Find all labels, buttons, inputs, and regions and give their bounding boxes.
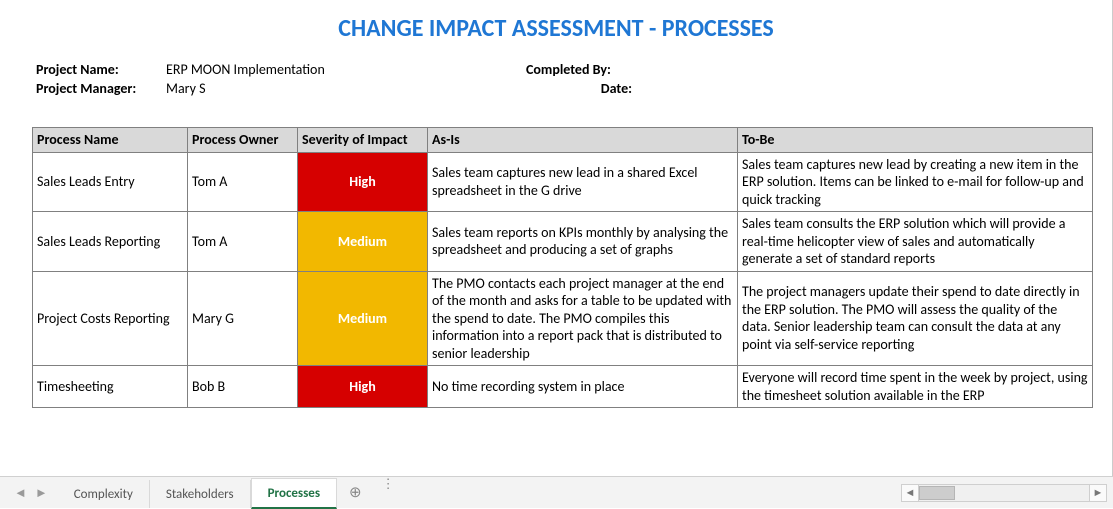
col-process-owner[interactable]: Process Owner xyxy=(188,128,298,153)
cell-severity[interactable]: High xyxy=(298,152,428,212)
project-name-value: ERP MOON Implementation xyxy=(166,61,526,78)
cell-asis[interactable]: No time recording system in place xyxy=(428,366,738,408)
tab-nav-prev-icon[interactable]: ◄ xyxy=(14,485,27,501)
cell-owner[interactable]: Mary G xyxy=(188,271,298,366)
worksheet-area: CHANGE IMPACT ASSESSMENT - PROCESSES Pro… xyxy=(0,0,1113,476)
page-title: CHANGE IMPACT ASSESSMENT - PROCESSES xyxy=(20,4,1092,61)
cell-tobe[interactable]: Sales team consults the ERP solution whi… xyxy=(738,212,1093,272)
cell-asis[interactable]: Sales team reports on KPIs monthly by an… xyxy=(428,212,738,272)
sheet-tabs: Complexity Stakeholders Processes ⊕ xyxy=(58,477,374,508)
cell-owner[interactable]: Bob B xyxy=(188,366,298,408)
cell-owner[interactable]: Tom A xyxy=(188,152,298,212)
tab-processes[interactable]: Processes xyxy=(251,478,337,509)
table-body: Sales Leads Entry Tom A High Sales team … xyxy=(33,152,1093,408)
impact-table: Process Name Process Owner Severity of I… xyxy=(32,127,1093,408)
completed-by-label: Completed By: xyxy=(526,61,666,78)
scroll-track[interactable] xyxy=(919,484,1089,502)
scroll-thumb[interactable] xyxy=(919,486,955,500)
scroll-left-icon[interactable]: ◄ xyxy=(901,484,919,502)
col-as-is[interactable]: As-Is xyxy=(428,128,738,153)
project-manager-value: Mary S xyxy=(166,80,526,97)
add-sheet-button[interactable]: ⊕ xyxy=(337,477,374,508)
table-row[interactable]: Sales Leads Entry Tom A High Sales team … xyxy=(33,152,1093,212)
project-name-label: Project Name: xyxy=(36,61,166,78)
scroll-right-icon[interactable]: ► xyxy=(1089,484,1107,502)
cell-process[interactable]: Sales Leads Reporting xyxy=(33,212,188,272)
cell-tobe[interactable]: The project managers update their spend … xyxy=(738,271,1093,366)
tab-nav-next-icon[interactable]: ► xyxy=(35,485,48,501)
table-header-row: Process Name Process Owner Severity of I… xyxy=(33,128,1093,153)
cell-process[interactable]: Sales Leads Entry xyxy=(33,152,188,212)
cell-tobe[interactable]: Sales team captures new lead by creating… xyxy=(738,152,1093,212)
cell-process[interactable]: Timesheeting xyxy=(33,366,188,408)
table-row[interactable]: Timesheeting Bob B High No time recordin… xyxy=(33,366,1093,408)
table-row[interactable]: Sales Leads Reporting Tom A Medium Sales… xyxy=(33,212,1093,272)
completed-by-value xyxy=(666,61,866,78)
cell-asis[interactable]: Sales team captures new lead in a shared… xyxy=(428,152,738,212)
col-to-be[interactable]: To-Be xyxy=(738,128,1093,153)
cell-severity[interactable]: Medium xyxy=(298,212,428,272)
project-manager-label: Project Manager: xyxy=(36,80,166,97)
date-value xyxy=(666,80,866,97)
sheet-tab-bar: ◄ ► Complexity Stakeholders Processes ⊕ … xyxy=(0,476,1113,508)
col-process-name[interactable]: Process Name xyxy=(33,128,188,153)
cell-owner[interactable]: Tom A xyxy=(188,212,298,272)
cell-process[interactable]: Project Costs Reporting xyxy=(33,271,188,366)
cell-severity[interactable]: Medium xyxy=(298,271,428,366)
cell-tobe[interactable]: Everyone will record time spent in the w… xyxy=(738,366,1093,408)
date-label: Date: xyxy=(526,80,666,97)
horizontal-scrollbar[interactable]: ◄ ► xyxy=(901,477,1113,508)
cell-severity[interactable]: High xyxy=(298,366,428,408)
tab-complexity[interactable]: Complexity xyxy=(58,480,150,508)
tab-nav-arrows[interactable]: ◄ ► xyxy=(0,477,58,508)
tab-stakeholders[interactable]: Stakeholders xyxy=(150,480,251,508)
cell-asis[interactable]: The PMO contacts each project manager at… xyxy=(428,271,738,366)
meta-grid: Project Name: ERP MOON Implementation Co… xyxy=(20,61,1092,97)
table-row[interactable]: Project Costs Reporting Mary G Medium Th… xyxy=(33,271,1093,366)
tab-overflow-icon[interactable]: ⋮ xyxy=(374,477,403,508)
col-severity[interactable]: Severity of Impact xyxy=(298,128,428,153)
